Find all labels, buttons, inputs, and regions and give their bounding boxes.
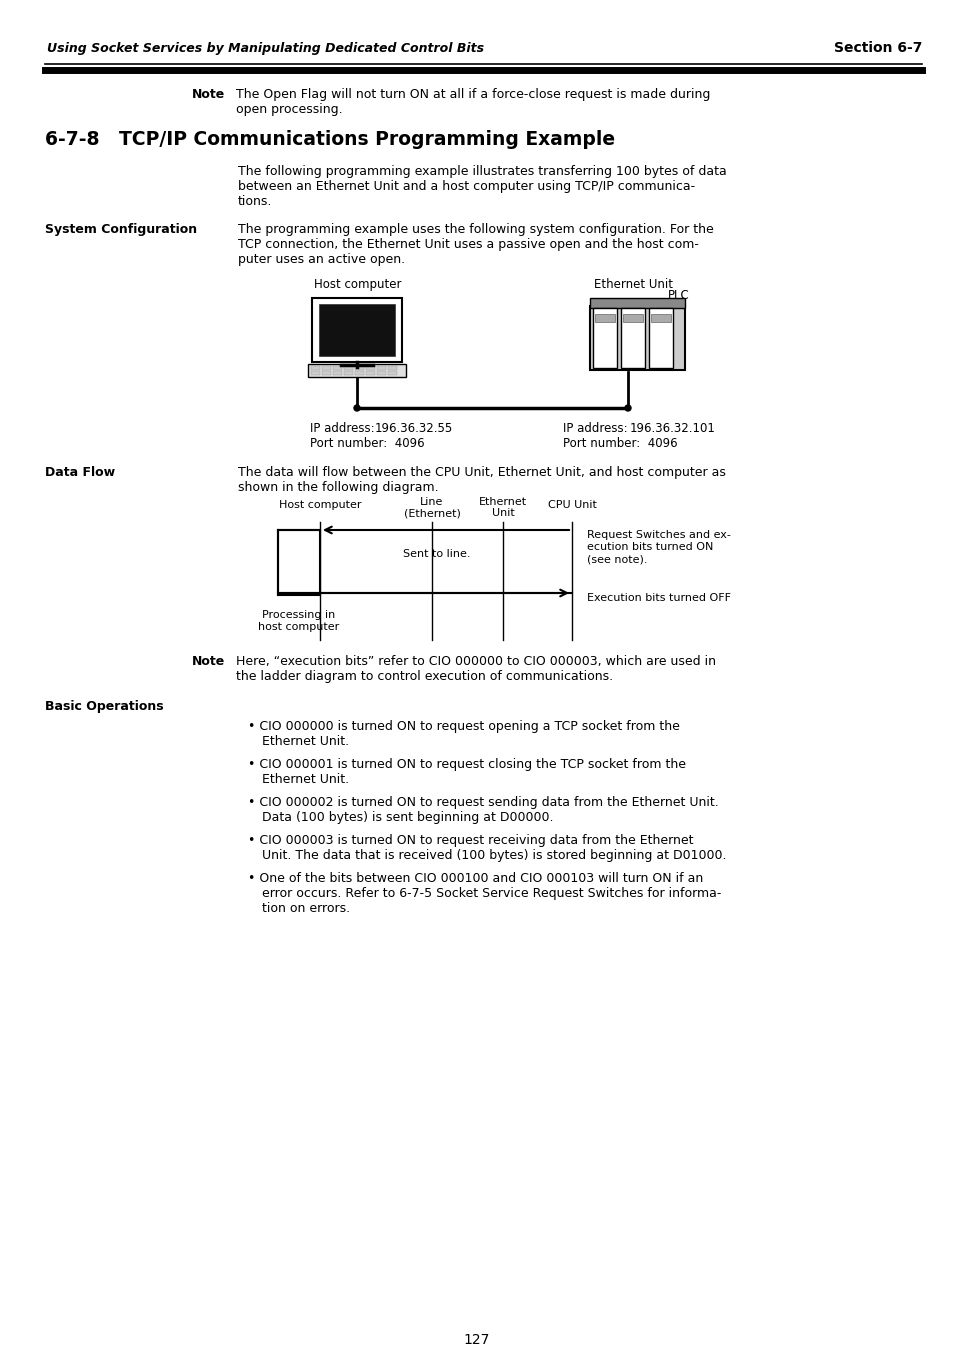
Text: TCP connection, the Ethernet Unit uses a passive open and the host com-: TCP connection, the Ethernet Unit uses a… <box>237 238 699 251</box>
Text: Note: Note <box>192 88 225 101</box>
Text: (Ethernet): (Ethernet) <box>403 508 460 517</box>
Bar <box>648 308 672 367</box>
Bar <box>333 366 341 370</box>
Circle shape <box>354 405 359 411</box>
Bar <box>344 372 353 376</box>
Circle shape <box>624 405 630 411</box>
Text: Note: Note <box>192 655 225 667</box>
Text: Using Socket Services by Manipulating Dedicated Control Bits: Using Socket Services by Manipulating De… <box>47 42 483 55</box>
Bar <box>622 313 642 322</box>
Text: 196.36.32.55: 196.36.32.55 <box>375 422 453 435</box>
Text: Line: Line <box>420 497 443 507</box>
Text: tion on errors.: tion on errors. <box>262 902 350 915</box>
Bar <box>589 299 684 308</box>
Text: 196.36.32.101: 196.36.32.101 <box>629 422 715 435</box>
Text: Unit. The data that is received (100 bytes) is stored beginning at D01000.: Unit. The data that is received (100 byt… <box>262 848 726 862</box>
Bar <box>333 372 341 376</box>
Text: Data Flow: Data Flow <box>45 466 115 480</box>
Bar <box>620 308 644 367</box>
Bar <box>388 372 396 376</box>
Bar <box>355 372 364 376</box>
Text: Basic Operations: Basic Operations <box>45 700 164 713</box>
Text: ecution bits turned ON: ecution bits turned ON <box>586 542 713 553</box>
Text: Execution bits turned OFF: Execution bits turned OFF <box>586 593 730 603</box>
Text: Unit: Unit <box>491 508 514 517</box>
Text: Port number:  4096: Port number: 4096 <box>562 436 677 450</box>
Text: host computer: host computer <box>258 621 339 632</box>
Text: The programming example uses the following system configuration. For the: The programming example uses the followi… <box>237 223 713 236</box>
Text: (see note).: (see note). <box>586 554 647 563</box>
Text: Ethernet: Ethernet <box>478 497 526 507</box>
Text: 127: 127 <box>463 1333 490 1347</box>
Bar <box>376 366 386 370</box>
Text: Processing in: Processing in <box>262 611 335 620</box>
Text: error occurs. Refer to 6-7-5 Socket Service Request Switches for informa-: error occurs. Refer to 6-7-5 Socket Serv… <box>262 888 720 900</box>
Bar <box>312 299 401 362</box>
Text: tions.: tions. <box>237 195 273 208</box>
Text: The following programming example illustrates transferring 100 bytes of data: The following programming example illust… <box>237 165 726 178</box>
Text: System Configuration: System Configuration <box>45 223 197 236</box>
Text: Ethernet Unit.: Ethernet Unit. <box>262 735 349 748</box>
Bar <box>589 305 684 370</box>
Bar <box>593 308 617 367</box>
Bar <box>366 372 375 376</box>
Text: shown in the following diagram.: shown in the following diagram. <box>237 481 438 494</box>
Text: The data will flow between the CPU Unit, Ethernet Unit, and host computer as: The data will flow between the CPU Unit,… <box>237 466 725 480</box>
Bar <box>344 366 353 370</box>
Text: Sent to line.: Sent to line. <box>403 549 470 559</box>
Bar <box>388 366 396 370</box>
Bar <box>366 366 375 370</box>
Bar <box>650 313 670 322</box>
Bar <box>355 366 364 370</box>
Text: • CIO 000001 is turned ON to request closing the TCP socket from the: • CIO 000001 is turned ON to request clo… <box>248 758 685 771</box>
Text: open processing.: open processing. <box>235 103 342 116</box>
Text: Ethernet Unit: Ethernet Unit <box>594 278 673 290</box>
Text: Host computer: Host computer <box>278 500 361 509</box>
Text: IP address:: IP address: <box>310 422 375 435</box>
Text: Section 6-7: Section 6-7 <box>833 41 921 55</box>
Bar <box>277 530 319 594</box>
Text: puter uses an active open.: puter uses an active open. <box>237 253 405 266</box>
Bar <box>322 372 331 376</box>
Text: Host computer: Host computer <box>314 278 401 290</box>
Text: between an Ethernet Unit and a host computer using TCP/IP communica-: between an Ethernet Unit and a host comp… <box>237 180 695 193</box>
Text: PLC: PLC <box>667 289 689 303</box>
Text: The Open Flag will not turn ON at all if a force-close request is made during: The Open Flag will not turn ON at all if… <box>235 88 710 101</box>
Bar <box>311 372 319 376</box>
Text: • CIO 000002 is turned ON to request sending data from the Ethernet Unit.: • CIO 000002 is turned ON to request sen… <box>248 796 718 809</box>
Text: • CIO 000003 is turned ON to request receiving data from the Ethernet: • CIO 000003 is turned ON to request rec… <box>248 834 693 847</box>
Bar <box>322 366 331 370</box>
Text: CPU Unit: CPU Unit <box>547 500 596 509</box>
Text: the ladder diagram to control execution of communications.: the ladder diagram to control execution … <box>235 670 613 684</box>
Bar <box>311 366 319 370</box>
Text: • One of the bits between CIO 000100 and CIO 000103 will turn ON if an: • One of the bits between CIO 000100 and… <box>248 871 702 885</box>
Bar <box>376 372 386 376</box>
Text: Port number:  4096: Port number: 4096 <box>310 436 424 450</box>
Bar <box>318 304 395 357</box>
Text: 6-7-8   TCP/IP Communications Programming Example: 6-7-8 TCP/IP Communications Programming … <box>45 130 615 149</box>
Text: • CIO 000000 is turned ON to request opening a TCP socket from the: • CIO 000000 is turned ON to request ope… <box>248 720 679 734</box>
Text: Request Switches and ex-: Request Switches and ex- <box>586 530 730 540</box>
Bar <box>308 363 406 377</box>
Text: Ethernet Unit.: Ethernet Unit. <box>262 773 349 786</box>
Bar <box>595 313 615 322</box>
Text: Data (100 bytes) is sent beginning at D00000.: Data (100 bytes) is sent beginning at D0… <box>262 811 553 824</box>
Text: Here, “execution bits” refer to CIO 000000 to CIO 000003, which are used in: Here, “execution bits” refer to CIO 0000… <box>235 655 716 667</box>
Text: IP address:: IP address: <box>562 422 627 435</box>
